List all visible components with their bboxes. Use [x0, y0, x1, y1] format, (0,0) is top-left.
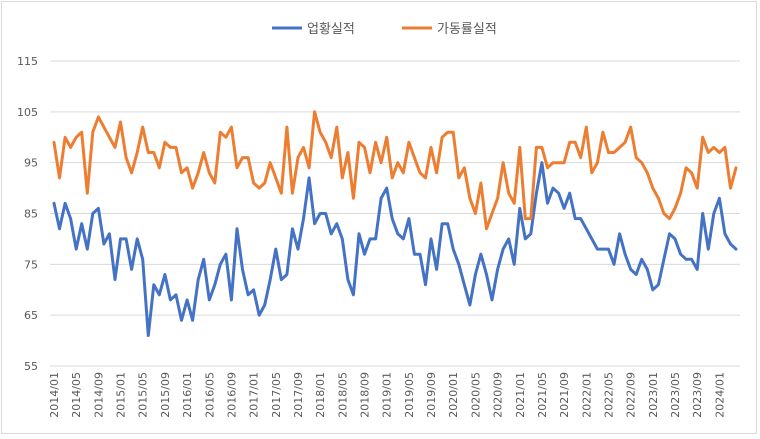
x-tick-label: 2018/09: [359, 372, 372, 418]
x-tick-label: 2020/05: [469, 372, 482, 418]
x-tick-label: 2017/01: [248, 372, 261, 418]
x-tick-label: 2021/09: [558, 372, 571, 418]
x-tick-label: 2016/05: [203, 372, 216, 418]
y-tick-label: 65: [24, 309, 38, 322]
y-tick-label: 115: [17, 55, 38, 68]
y-tick-label: 55: [24, 360, 38, 373]
y-tick-label: 85: [24, 208, 38, 221]
x-tick-label: 2014/05: [70, 372, 83, 418]
x-tick-label: 2017/05: [270, 372, 283, 418]
y-tick-label: 75: [24, 258, 38, 271]
x-tick-label: 2020/01: [447, 372, 460, 418]
y-axis: 55 65 75 85 95 105 115: [17, 55, 38, 373]
x-tick-label: 2018/05: [336, 372, 349, 418]
series-lines: [52, 110, 738, 337]
legend-label: 가동률실적: [437, 22, 497, 37]
x-tick-label: 2022/01: [580, 372, 593, 418]
gridlines: [50, 60, 740, 367]
x-tick-label: 2019/09: [425, 372, 438, 418]
x-tick-label: 2014/01: [48, 372, 61, 418]
x-tick-label: 2018/01: [314, 372, 327, 418]
legend: 업황실적 가동률실적: [272, 22, 497, 37]
series-line-1: [52, 161, 738, 337]
legend-label: 업황실적: [307, 22, 355, 37]
x-tick-label: 2021/01: [514, 372, 527, 418]
y-tick-label: 105: [17, 106, 38, 119]
y-tick-label: 95: [24, 157, 38, 170]
x-tick-label: 2022/05: [602, 372, 615, 418]
x-tick-label: 2015/05: [137, 372, 150, 418]
x-tick-label: 2022/09: [625, 372, 638, 418]
x-axis: 2014/01 2014/05 2014/09 2015/01 2015/05 2015/…: [48, 372, 726, 418]
x-tick-label: 2015/09: [159, 372, 172, 418]
x-tick-label: 2014/09: [92, 372, 105, 418]
x-tick-label: 2017/09: [292, 372, 305, 418]
x-tick-label: 2024/01: [713, 372, 726, 418]
series-line-2: [52, 110, 738, 231]
x-tick-label: 2021/05: [536, 372, 549, 418]
x-tick-label: 2023/05: [669, 372, 682, 418]
x-tick-label: 2019/01: [381, 372, 394, 418]
x-tick-label: 2016/01: [181, 372, 194, 418]
x-tick-label: 2016/09: [225, 372, 238, 418]
x-tick-label: 2023/01: [647, 372, 660, 418]
x-tick-label: 2020/09: [492, 372, 505, 418]
x-tick-label: 2023/09: [691, 372, 704, 418]
x-tick-label: 2015/01: [115, 372, 128, 418]
x-tick-label: 2019/05: [403, 372, 416, 418]
